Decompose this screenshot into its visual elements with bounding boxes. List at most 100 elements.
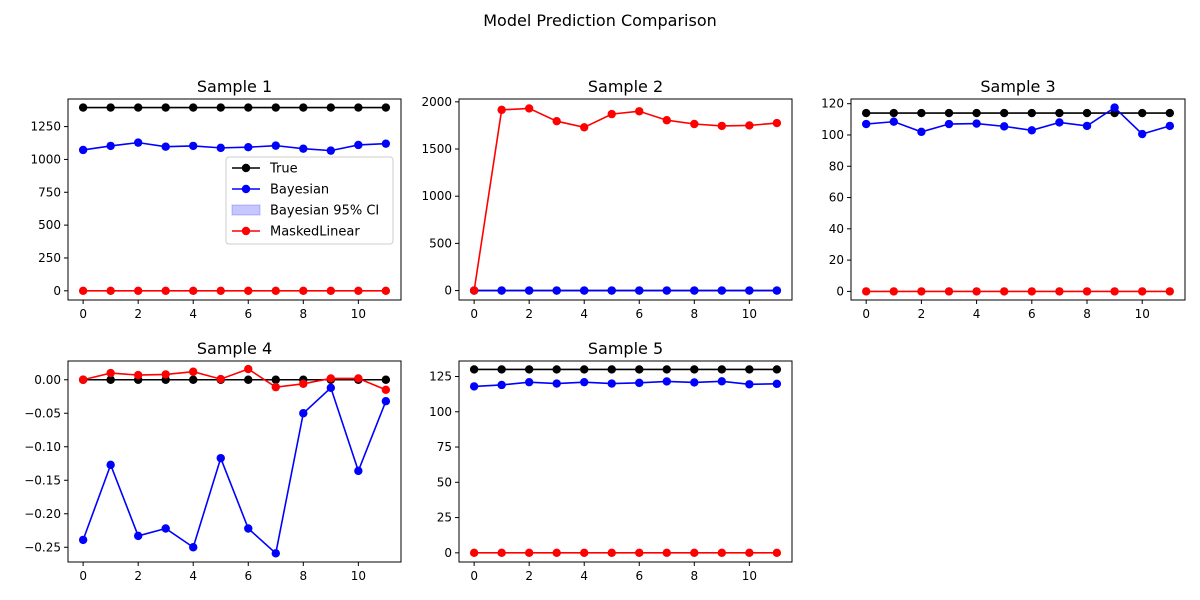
data-point-maskedlinear — [917, 287, 926, 296]
data-point-maskedlinear — [889, 287, 898, 296]
x-tick-label: 2 — [525, 307, 533, 321]
data-point-bayesian — [552, 379, 561, 388]
x-tick-label: 4 — [189, 307, 197, 321]
data-point-true — [354, 103, 363, 112]
data-point-true — [271, 103, 280, 112]
data-point-bayesian — [497, 380, 506, 390]
x-tick-label: 8 — [690, 307, 698, 321]
data-point-bayesian — [1082, 121, 1092, 131]
data-point-bayesian — [189, 543, 198, 552]
data-point-true — [381, 375, 391, 384]
y-tick-label: 0.00 — [34, 373, 61, 387]
x-tick-label: 10 — [351, 307, 366, 321]
y-tick-label: 1000 — [30, 152, 61, 166]
data-point-maskedlinear — [580, 548, 589, 558]
data-point-bayesian — [1165, 121, 1175, 131]
panel-title: Sample 1 — [197, 77, 272, 96]
data-point-bayesian — [999, 122, 1009, 131]
data-point-true — [552, 365, 561, 374]
data-point-bayesian — [635, 378, 644, 388]
data-point-maskedlinear — [1027, 287, 1037, 296]
axes-frame — [850, 98, 1186, 301]
data-point-bayesian — [216, 143, 225, 153]
data-point-true — [189, 103, 198, 112]
panel-title: Sample 4 — [197, 339, 272, 358]
axes-frame — [458, 360, 793, 563]
series-line-bayesian — [82, 386, 387, 555]
data-point-bayesian — [271, 141, 280, 150]
y-tick-label: 1000 — [421, 189, 452, 203]
x-tick-label: 10 — [742, 307, 757, 321]
data-point-bayesian — [717, 286, 727, 295]
y-tick-label: −0.15 — [24, 473, 61, 487]
data-point-maskedlinear — [106, 286, 115, 296]
x-tick-label: 6 — [1028, 307, 1036, 321]
figure-title: Model Prediction Comparison — [483, 11, 717, 30]
x-tick-label: 0 — [470, 569, 478, 583]
data-point-maskedlinear — [244, 364, 253, 374]
x-tick-label: 0 — [79, 569, 87, 583]
data-point-true — [944, 108, 954, 118]
data-point-bayesian — [662, 377, 671, 386]
data-point-true — [497, 365, 506, 374]
y-tick-label: 40 — [829, 222, 844, 236]
x-tick-label: 6 — [635, 569, 643, 583]
y-tick-label: 750 — [38, 185, 61, 199]
data-point-bayesian — [580, 286, 589, 295]
data-point-maskedlinear — [271, 382, 280, 392]
data-point-bayesian — [861, 119, 871, 129]
data-point-maskedlinear — [106, 368, 115, 378]
data-point-bayesian — [635, 286, 644, 295]
legend: True Bayesian Bayesian 95% CI MaskedLinear — [225, 156, 394, 245]
legend-label: MaskedLinear — [270, 225, 360, 240]
data-point-maskedlinear — [607, 109, 616, 119]
data-point-maskedlinear — [717, 548, 727, 558]
data-point-maskedlinear — [1055, 287, 1064, 296]
y-tick-label: −0.20 — [24, 507, 61, 521]
x-tick-label: 10 — [1135, 307, 1150, 321]
data-point-maskedlinear — [497, 548, 506, 558]
legend-label: True — [269, 162, 298, 177]
data-point-bayesian — [1138, 129, 1147, 139]
data-point-true — [1082, 108, 1092, 118]
data-point-true — [216, 103, 225, 112]
data-point-maskedlinear — [326, 374, 336, 383]
data-point-bayesian — [244, 143, 253, 152]
x-tick-label: 10 — [742, 569, 757, 583]
y-tick-label: 1500 — [421, 142, 452, 156]
data-point-maskedlinear — [1138, 287, 1147, 296]
y-tick-label: 120 — [821, 97, 844, 111]
axes-frame — [458, 98, 793, 301]
data-point-true — [717, 365, 727, 374]
legend-marker — [241, 184, 251, 194]
y-tick-label: 0 — [836, 284, 844, 298]
series-line-bayesian — [474, 380, 777, 388]
data-point-maskedlinear — [381, 385, 391, 395]
legend-label: Bayesian 95% CI — [270, 204, 379, 219]
data-point-true — [607, 365, 616, 374]
y-tick-label: 2000 — [421, 95, 452, 109]
data-point-maskedlinear — [244, 286, 253, 296]
x-tick-label: 10 — [351, 569, 366, 583]
data-point-maskedlinear — [299, 379, 308, 388]
x-tick-label: 2 — [918, 307, 926, 321]
data-point-maskedlinear — [78, 375, 88, 384]
panel-1: Sample 1 0 2 4 6 8 10 0 250 500 750 1000 1250 True Bay… — [30, 77, 402, 321]
data-point-bayesian — [972, 119, 981, 128]
data-point-true — [106, 375, 115, 384]
data-point-bayesian — [469, 382, 479, 391]
data-point-maskedlinear — [469, 548, 479, 558]
data-point-bayesian — [690, 286, 699, 295]
series-line-maskedlinear — [473, 107, 777, 291]
series-line-bayesian — [866, 106, 1171, 135]
x-tick-label: 8 — [1083, 307, 1091, 321]
x-tick-label: 6 — [244, 307, 252, 321]
data-point-bayesian — [497, 286, 506, 295]
data-point-true — [861, 108, 871, 118]
x-tick-label: 2 — [134, 569, 142, 583]
y-tick-label: 500 — [429, 236, 452, 250]
data-point-maskedlinear — [717, 121, 727, 131]
y-tick-label: 75 — [437, 440, 452, 454]
x-tick-label: 4 — [189, 569, 197, 583]
